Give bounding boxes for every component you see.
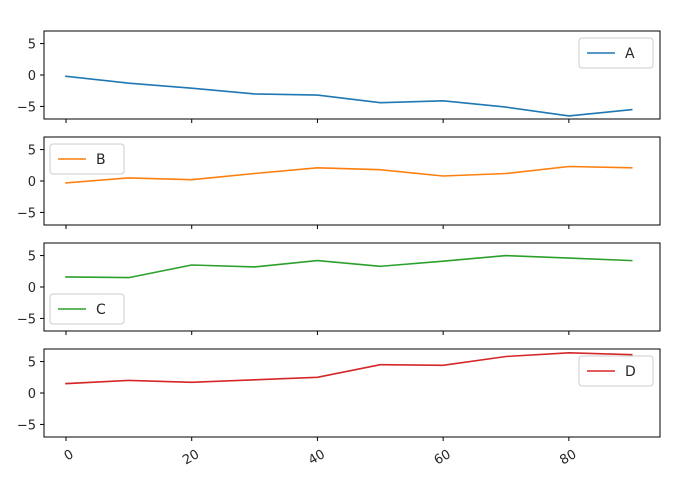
y-tick-label: 0: [28, 69, 36, 84]
legend-B: B: [49, 143, 125, 175]
series-line-A: [65, 75, 633, 117]
legend-A: A: [578, 37, 654, 69]
x-tick-label: 0: [62, 447, 77, 464]
legend-box: [49, 143, 125, 175]
series-line-C: [65, 254, 633, 279]
legend-box: [578, 355, 654, 387]
x-tick-label: 80: [557, 447, 579, 468]
legend-C: C: [49, 293, 125, 325]
y-tick-label: 0: [28, 281, 36, 296]
subplot-D: −5 0 5 0 20 40 60 80 D: [17, 348, 661, 468]
legend-box: [578, 37, 654, 69]
axes-frame: [43, 30, 661, 120]
axes-frame: [43, 136, 661, 226]
y-tick-label: −5: [17, 418, 36, 433]
y-tick-label: −5: [17, 312, 36, 327]
y-tick-label: −5: [17, 206, 36, 221]
y-tick-label: 5: [28, 38, 36, 53]
y-tick-label: 5: [28, 250, 36, 265]
y-tick-label: 5: [28, 356, 36, 371]
axes-frame: [43, 242, 661, 332]
subplot-A: −5 0 5 A: [17, 30, 661, 123]
legend-box: [49, 293, 125, 325]
legend-label: D: [625, 364, 636, 380]
x-tick-label: 60: [432, 447, 454, 468]
legend-label: B: [96, 152, 106, 168]
x-tick-label: 20: [180, 447, 202, 468]
y-tick-label: 0: [28, 175, 36, 190]
y-tick-label: 0: [28, 387, 36, 402]
series-line-D: [65, 351, 633, 385]
x-tick-label: 40: [306, 447, 328, 468]
legend-label: C: [96, 302, 106, 318]
axes-frame: [43, 348, 661, 438]
legend-label: A: [625, 46, 635, 62]
legend-D: D: [578, 355, 654, 387]
y-tick-label: 5: [28, 144, 36, 159]
y-tick-label: −5: [17, 100, 36, 115]
series-line-B: [65, 165, 633, 184]
subplot-B: −5 0 5 B: [17, 136, 661, 229]
subplot-C: −5 0 5 C: [17, 242, 661, 335]
